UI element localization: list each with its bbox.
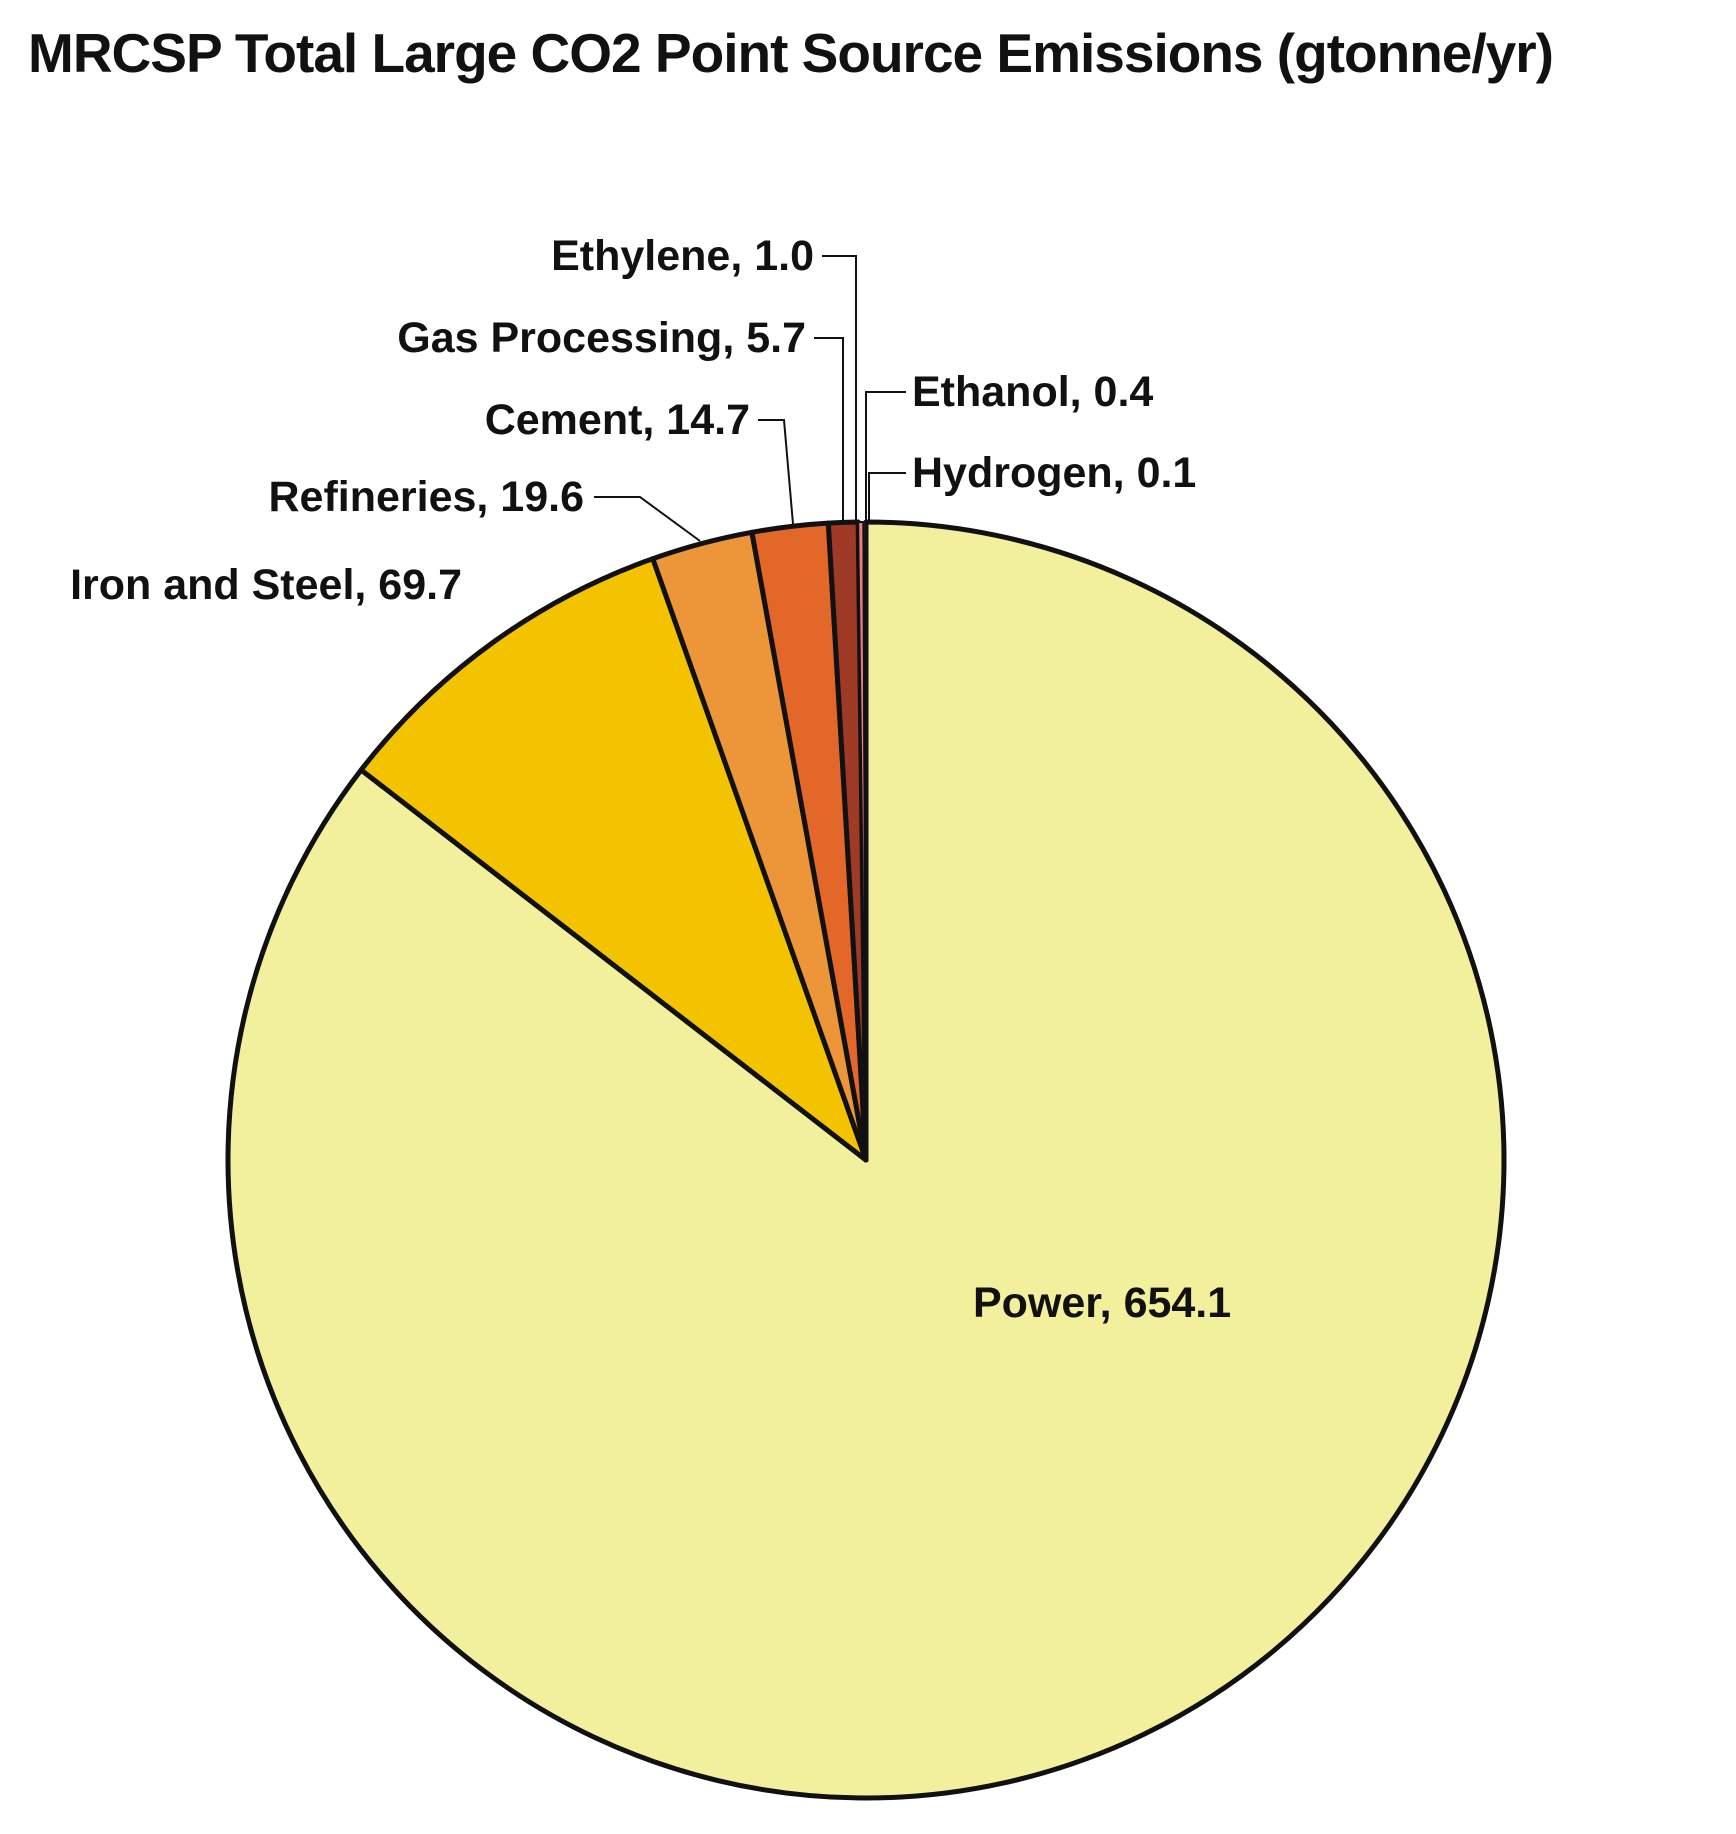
leader-lines	[594, 255, 906, 542]
leader-line-ethanol	[865, 391, 906, 520]
leader-line-cement	[758, 419, 794, 525]
slice-label-gas-processing: Gas Processing, 5.7	[397, 314, 806, 362]
leader-line-ethylene	[822, 255, 857, 520]
slice-label-cement: Cement, 14.7	[485, 396, 750, 444]
pie-slice-power	[225, 519, 1507, 1801]
slice-label-ethanol: Ethanol, 0.4	[912, 368, 1153, 416]
leader-line-gas-processing	[814, 337, 844, 521]
pie-slices	[225, 519, 1507, 1801]
chart-title: MRCSP Total Large CO2 Point Source Emiss…	[28, 22, 1553, 84]
leader-line-refineries	[594, 496, 701, 542]
slice-label-iron-and-steel: Iron and Steel, 69.7	[70, 561, 462, 609]
slice-label-power: Power, 654.1	[973, 1279, 1231, 1327]
pie-slice-hydrogen	[864, 520, 867, 1161]
leader-line-hydrogen	[868, 472, 906, 521]
slice-labels: Power, 654.1 Iron and Steel, 69.7 Refineri…	[70, 232, 1231, 1327]
pie-slice-iron-and-steel	[358, 556, 869, 1163]
slice-label-ethylene: Ethylene, 1.0	[551, 232, 814, 280]
slice-label-refineries: Refineries, 19.6	[268, 473, 584, 521]
slice-label-hydrogen: Hydrogen, 0.1	[912, 449, 1196, 497]
